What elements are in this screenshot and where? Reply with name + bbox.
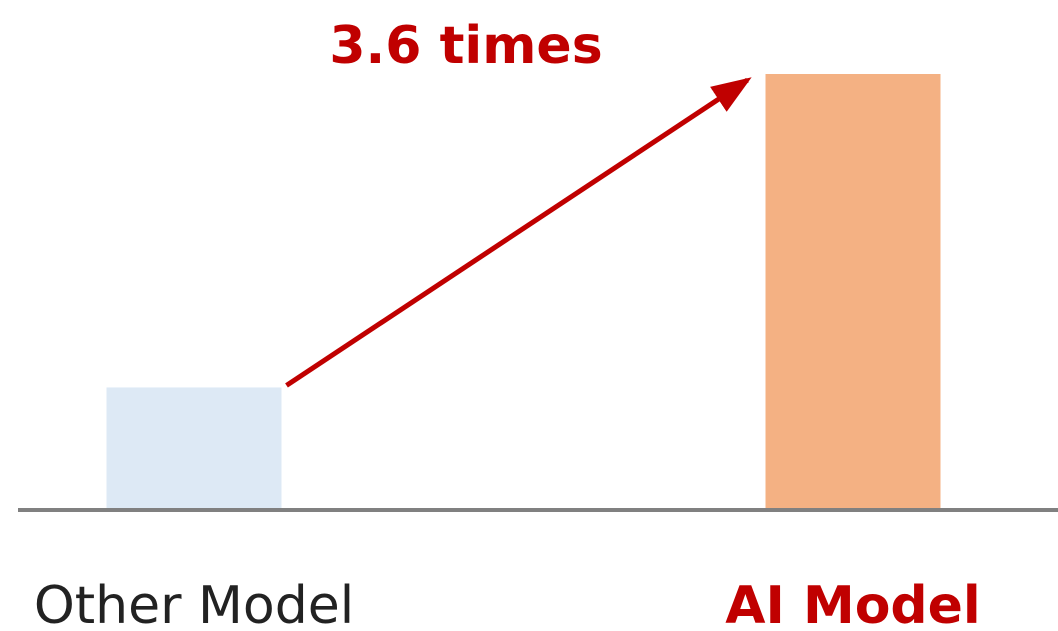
- category-label-other-model: Other Model: [34, 576, 354, 631]
- growth-annotation-label: 3.6 times: [329, 16, 602, 76]
- bar-other-model: [106, 387, 282, 508]
- growth-arrow: [285, 77, 752, 388]
- bar-ai-model: [765, 74, 941, 508]
- category-label-ai-model: AI Model: [725, 576, 980, 631]
